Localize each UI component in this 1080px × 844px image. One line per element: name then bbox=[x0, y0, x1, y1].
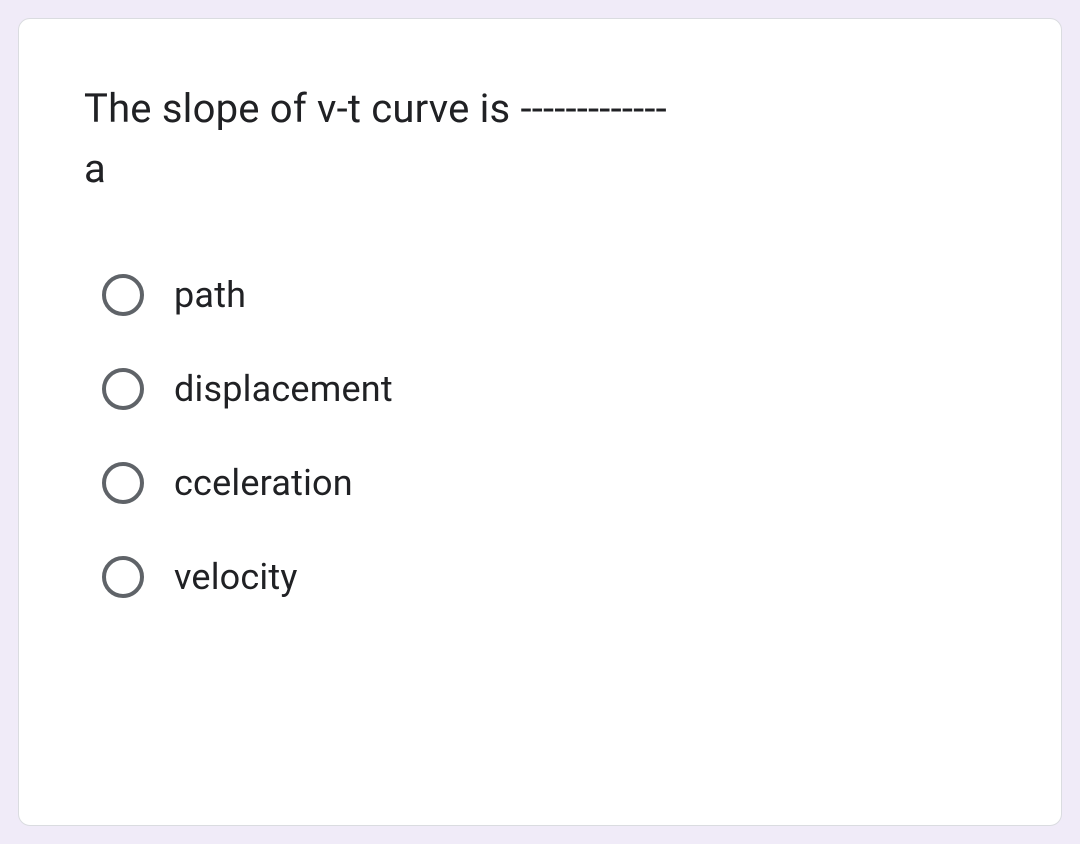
option-label: velocity bbox=[174, 556, 298, 598]
question-card: The slope of v-t curve is ------------- … bbox=[18, 18, 1062, 826]
question-text: The slope of v-t curve is ------------- … bbox=[84, 79, 996, 199]
option-label: displacement bbox=[174, 368, 393, 410]
option-row-2[interactable]: cceleration bbox=[102, 462, 996, 504]
radio-icon[interactable] bbox=[102, 462, 144, 504]
option-row-1[interactable]: displacement bbox=[102, 368, 996, 410]
question-line-2: a bbox=[84, 145, 106, 192]
option-row-0[interactable]: path bbox=[102, 274, 996, 316]
option-row-3[interactable]: velocity bbox=[102, 556, 996, 598]
option-label: cceleration bbox=[174, 462, 353, 504]
radio-icon[interactable] bbox=[102, 274, 144, 316]
question-line-1: The slope of v-t curve is ------------- bbox=[84, 85, 667, 132]
options-container: path displacement cceleration velocity bbox=[84, 274, 996, 598]
radio-icon[interactable] bbox=[102, 368, 144, 410]
option-label: path bbox=[174, 274, 246, 316]
radio-icon[interactable] bbox=[102, 556, 144, 598]
